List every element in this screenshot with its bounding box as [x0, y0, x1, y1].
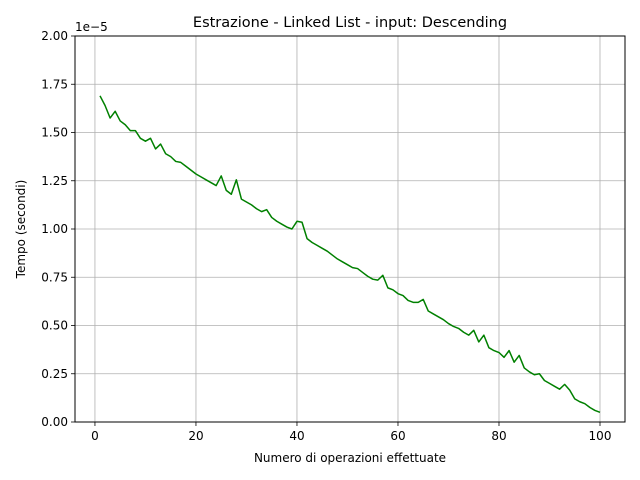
y-tick-label: 0.50 — [41, 319, 68, 333]
y-tick-label: 1.25 — [41, 174, 68, 188]
y-tick-label: 0.00 — [41, 415, 68, 429]
series-layer — [99, 95, 601, 414]
x-axis-label: Numero di operazioni effettuate — [254, 451, 446, 465]
y-tick-label: 2.00 — [41, 29, 68, 43]
series-line — [99, 95, 601, 414]
y-tick-label: 0.25 — [41, 367, 68, 381]
x-tick-label: 80 — [491, 429, 506, 443]
x-tick-label: 40 — [289, 429, 304, 443]
chart-title: Estrazione - Linked List - input: Descen… — [193, 15, 507, 31]
y-tick-label: 1.50 — [41, 126, 68, 140]
x-tick-label: 100 — [589, 429, 612, 443]
y-tick-label: 0.75 — [41, 270, 68, 284]
grid — [75, 35, 625, 423]
y-tick-label: 1.75 — [41, 77, 68, 91]
x-tick-label: 0 — [91, 429, 99, 443]
x-tick-label: 60 — [390, 429, 405, 443]
y-axis-ticks: 0.00 0.25 0.50 0.75 1.00 1.25 1.50 1.75 2.00 — [41, 29, 75, 429]
y-tick-label: 1.00 — [41, 222, 68, 236]
y-axis-label: Tempo (secondi) — [14, 180, 28, 280]
x-axis-ticks: 0 20 40 60 80 100 — [91, 422, 611, 443]
y-axis-scale-factor: 1e−5 — [75, 20, 108, 34]
x-tick-label: 20 — [188, 429, 203, 443]
